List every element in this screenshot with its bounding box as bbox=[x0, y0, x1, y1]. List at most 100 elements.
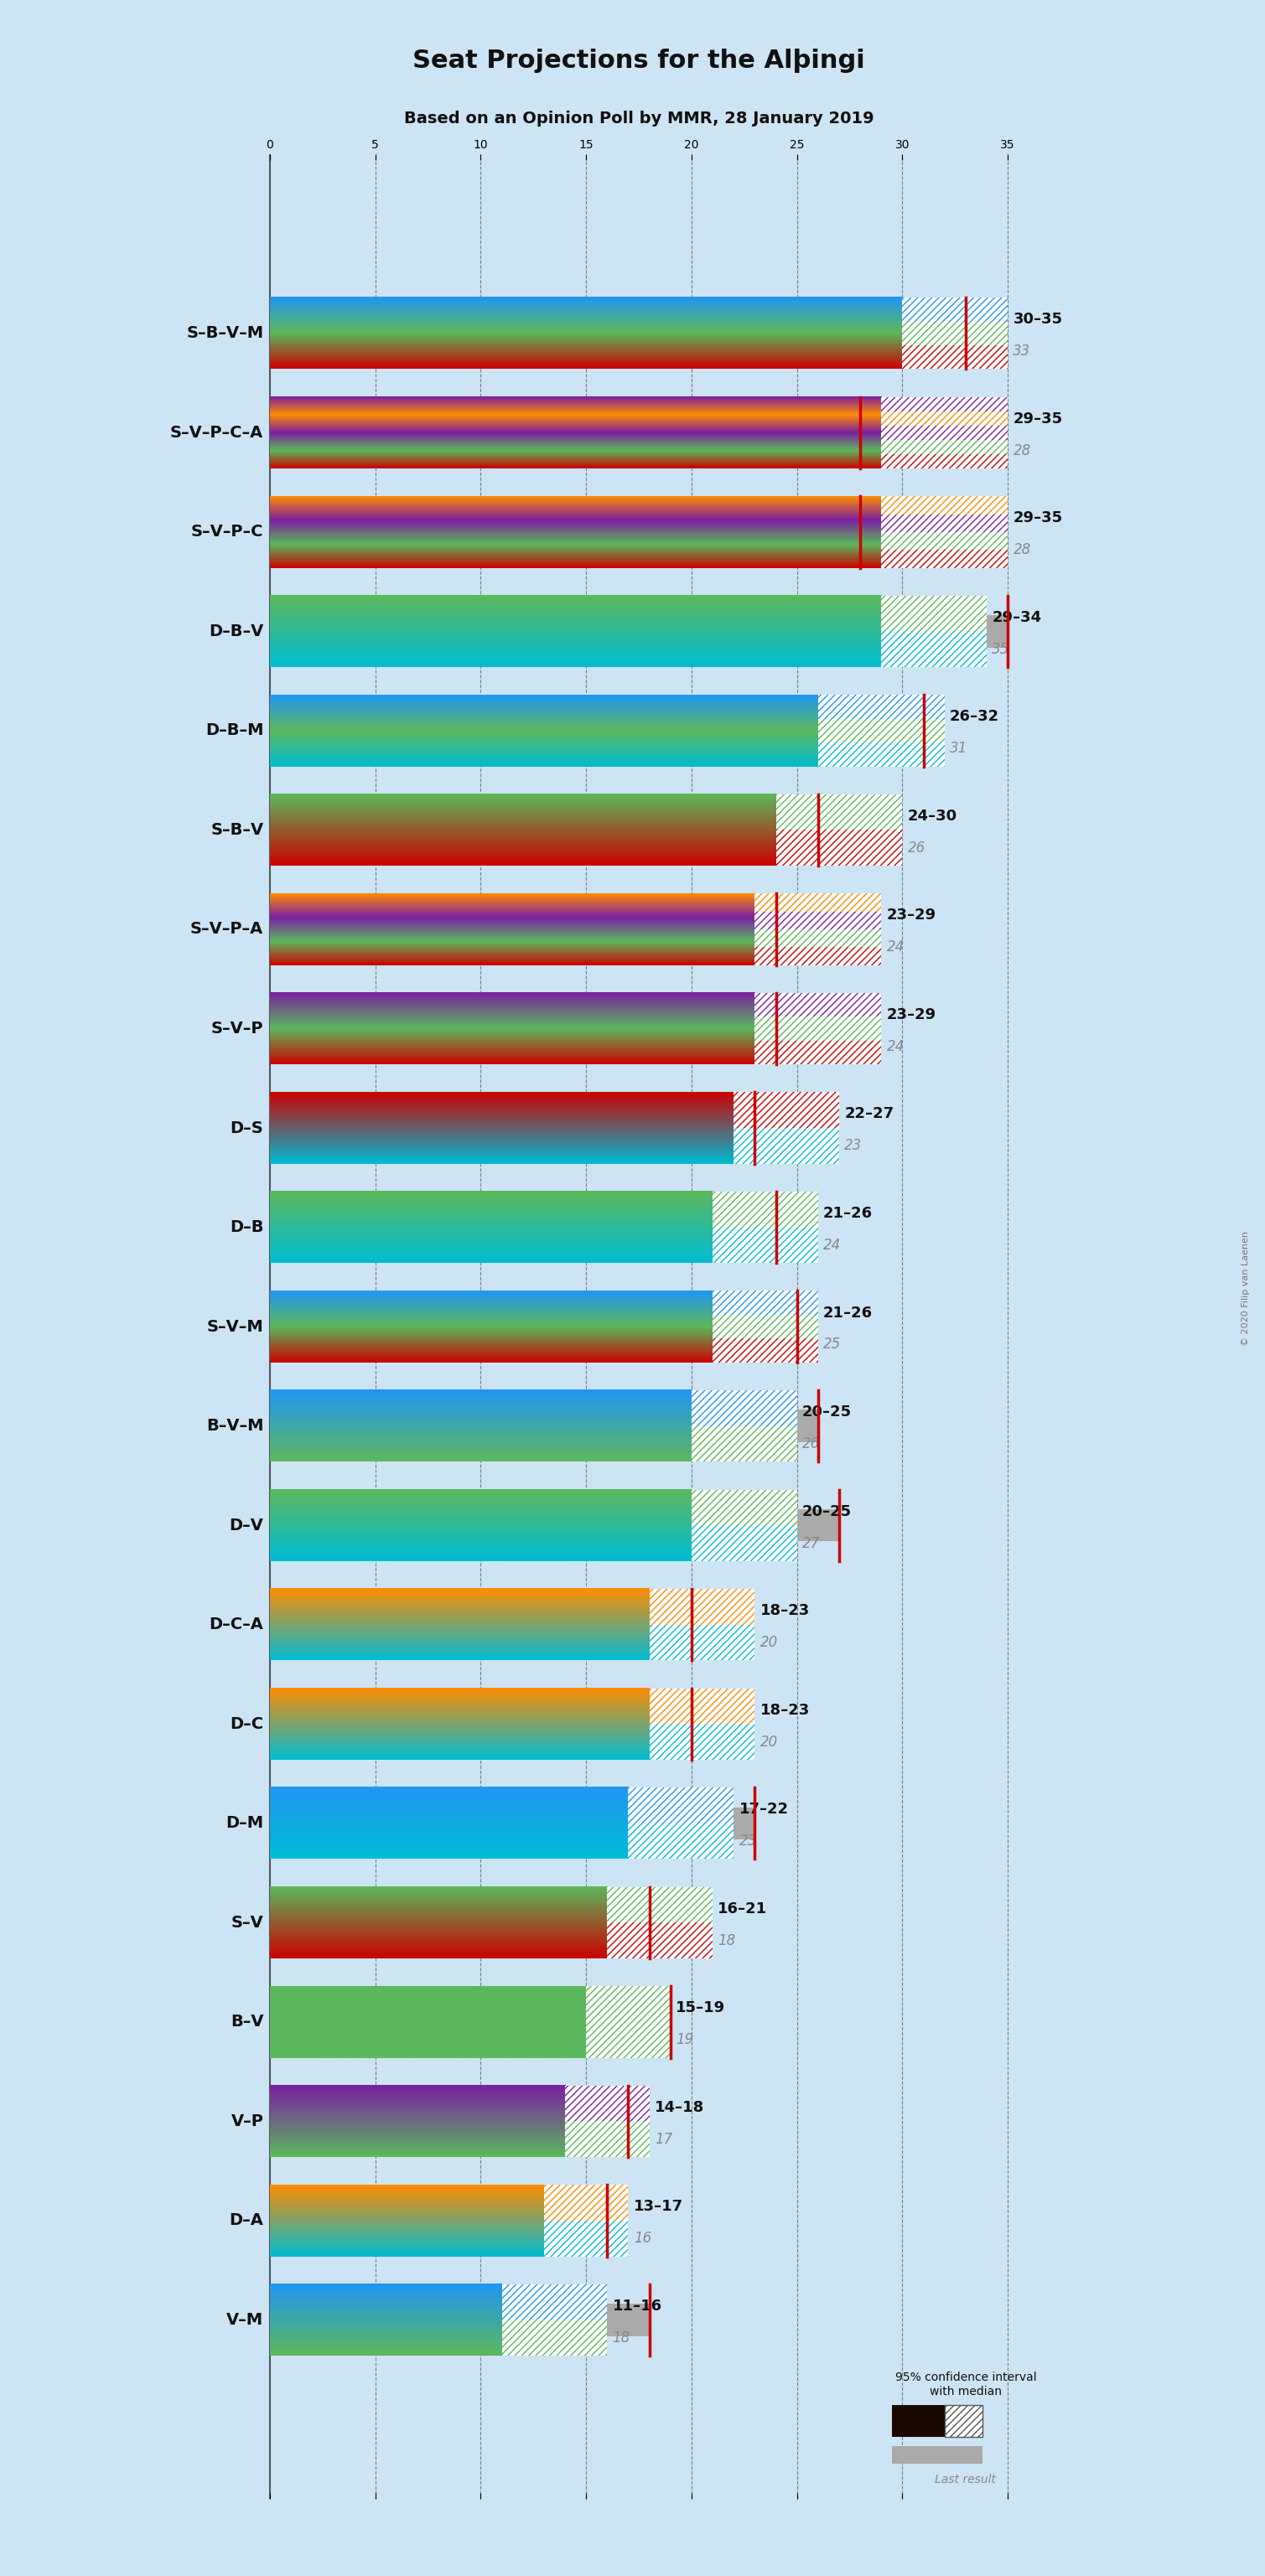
Bar bbox=[882, 497, 1008, 567]
Text: 18–23: 18–23 bbox=[760, 1602, 810, 1618]
Text: 24: 24 bbox=[824, 1236, 841, 1252]
Text: 17–22: 17–22 bbox=[739, 1801, 788, 1816]
Bar bbox=[882, 549, 1008, 567]
Text: D–A: D–A bbox=[229, 2213, 263, 2228]
Bar bbox=[755, 894, 882, 912]
Text: 19: 19 bbox=[676, 2032, 693, 2048]
Bar bbox=[269, 2007, 670, 2038]
Text: 15–19: 15–19 bbox=[676, 2002, 725, 2014]
Bar bbox=[755, 992, 882, 1064]
Text: 33: 33 bbox=[1013, 343, 1031, 358]
Bar bbox=[269, 1113, 755, 1144]
Text: 28: 28 bbox=[1013, 443, 1031, 459]
Bar bbox=[565, 2087, 649, 2156]
Bar bbox=[269, 317, 965, 350]
Text: S–V–P–A: S–V–P–A bbox=[191, 922, 263, 938]
Text: D–B: D–B bbox=[229, 1218, 263, 1236]
Bar bbox=[269, 714, 923, 747]
Text: Last result: Last result bbox=[935, 2473, 997, 2486]
Text: 31: 31 bbox=[950, 742, 968, 757]
Text: D–C–A: D–C–A bbox=[209, 1618, 263, 1633]
Bar bbox=[629, 1788, 734, 1860]
Bar bbox=[945, 2406, 983, 2437]
Bar bbox=[755, 1041, 882, 1064]
Text: 20: 20 bbox=[760, 1734, 778, 1749]
Text: 35: 35 bbox=[992, 641, 1009, 657]
Bar bbox=[269, 914, 775, 945]
Bar bbox=[502, 2285, 607, 2321]
Bar bbox=[902, 322, 1008, 345]
Bar bbox=[882, 497, 1008, 515]
Bar bbox=[712, 1291, 818, 1314]
Text: D–S: D–S bbox=[230, 1121, 263, 1136]
Bar bbox=[892, 2447, 983, 2465]
Bar bbox=[269, 1409, 818, 1443]
Text: 25: 25 bbox=[824, 1337, 841, 1352]
Text: D–M: D–M bbox=[225, 1816, 263, 1832]
Text: 22–27: 22–27 bbox=[845, 1108, 894, 1121]
Bar bbox=[586, 1986, 670, 2058]
Bar bbox=[818, 696, 945, 768]
Bar bbox=[269, 814, 818, 845]
Bar bbox=[565, 2087, 649, 2120]
Bar bbox=[649, 1625, 755, 1662]
Bar bbox=[269, 2205, 607, 2236]
Bar bbox=[818, 696, 945, 719]
Bar bbox=[882, 440, 1008, 453]
Bar bbox=[502, 2285, 607, 2354]
Text: 14–18: 14–18 bbox=[655, 2099, 705, 2115]
Bar bbox=[882, 453, 1008, 469]
Text: D–C: D–C bbox=[230, 1716, 263, 1731]
Bar bbox=[734, 1128, 839, 1164]
Bar bbox=[649, 1687, 755, 1759]
Text: 18: 18 bbox=[612, 2331, 630, 2344]
Bar bbox=[818, 719, 945, 742]
Bar bbox=[882, 533, 1008, 549]
Text: 24: 24 bbox=[887, 1038, 904, 1054]
Bar bbox=[892, 2406, 945, 2437]
Text: 30–35: 30–35 bbox=[1013, 312, 1063, 327]
Text: 95% confidence interval
with median: 95% confidence interval with median bbox=[894, 2372, 1036, 2398]
Bar bbox=[692, 1525, 797, 1561]
Text: 20–25: 20–25 bbox=[802, 1404, 851, 1419]
Bar bbox=[607, 1886, 712, 1958]
Bar bbox=[734, 1092, 839, 1128]
Text: S–V: S–V bbox=[231, 1914, 263, 1929]
Text: S–V–M: S–V–M bbox=[206, 1319, 263, 1334]
Text: B–V: B–V bbox=[230, 2014, 263, 2030]
Text: 16–21: 16–21 bbox=[719, 1901, 768, 1917]
Bar bbox=[692, 1391, 797, 1427]
Text: 29–35: 29–35 bbox=[1013, 412, 1063, 425]
Bar bbox=[607, 1886, 712, 1922]
Bar bbox=[269, 1510, 839, 1540]
Text: Based on an Opinion Poll by MMR, 28 January 2019: Based on an Opinion Poll by MMR, 28 Janu… bbox=[404, 111, 874, 126]
Text: 24–30: 24–30 bbox=[908, 809, 958, 824]
Bar bbox=[692, 1489, 797, 1561]
Bar bbox=[629, 1824, 734, 1860]
Bar bbox=[755, 992, 882, 1018]
Bar bbox=[269, 616, 1008, 647]
Text: 29–35: 29–35 bbox=[1013, 510, 1063, 526]
Bar bbox=[544, 2184, 629, 2221]
Bar bbox=[269, 417, 860, 448]
Bar bbox=[565, 2120, 649, 2156]
Text: Seat Projections for the Alþingi: Seat Projections for the Alþingi bbox=[412, 49, 865, 72]
Bar bbox=[649, 1589, 755, 1662]
Bar bbox=[882, 397, 1008, 469]
Bar bbox=[269, 2303, 649, 2336]
Text: 26: 26 bbox=[802, 1437, 820, 1450]
Bar bbox=[882, 631, 987, 667]
Text: S–B–V: S–B–V bbox=[211, 822, 263, 837]
Bar bbox=[712, 1193, 818, 1226]
Bar bbox=[712, 1340, 818, 1363]
Text: 27: 27 bbox=[802, 1535, 820, 1551]
Text: 18: 18 bbox=[719, 1932, 736, 1947]
Bar bbox=[629, 1788, 734, 1824]
Text: 13–17: 13–17 bbox=[634, 2200, 683, 2215]
Text: 20–25: 20–25 bbox=[802, 1504, 851, 1520]
Bar bbox=[269, 1808, 755, 1839]
Bar bbox=[712, 1291, 818, 1363]
Bar bbox=[818, 742, 945, 768]
Text: 26–32: 26–32 bbox=[950, 708, 999, 724]
Text: 23–29: 23–29 bbox=[887, 1007, 936, 1023]
